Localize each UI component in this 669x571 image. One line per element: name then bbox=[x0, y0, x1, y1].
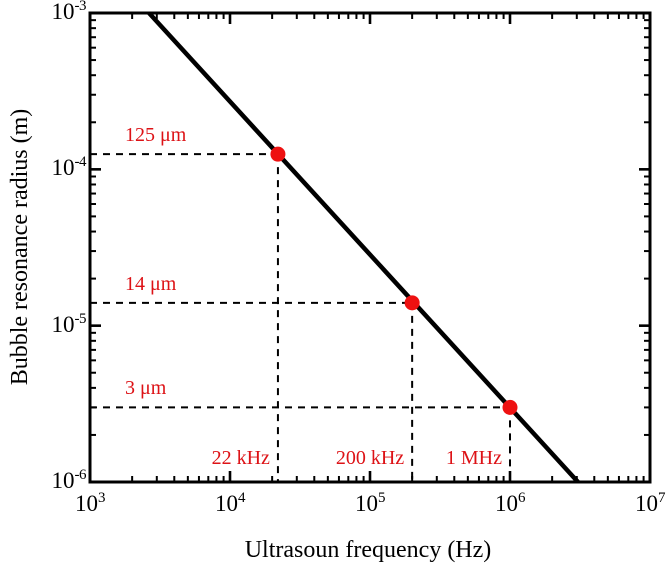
x-tick-label: 103 bbox=[75, 490, 106, 516]
tick-exponent: 6 bbox=[518, 490, 526, 506]
annotation-frequency-label: 200 kHz bbox=[335, 447, 405, 469]
x-tick-label: 105 bbox=[355, 490, 386, 516]
y-tick-label: 10-3 bbox=[0, 0, 87, 24]
annotation-frequency-label: 1 MHz bbox=[445, 447, 502, 469]
tick-exponent: 5 bbox=[378, 490, 386, 506]
annotation-radius-label: 3 μm bbox=[125, 377, 167, 400]
plot-frame bbox=[88, 11, 652, 484]
annotation-frequency-label: 22 kHz bbox=[211, 447, 270, 469]
tick-exponent: -4 bbox=[74, 154, 87, 171]
tick-exponent: -5 bbox=[74, 310, 87, 327]
tick-exponent: 7 bbox=[658, 490, 666, 506]
tick-exponent: -6 bbox=[74, 466, 87, 483]
annotation-radius-label: 125 μm bbox=[125, 124, 187, 147]
tick-exponent: 3 bbox=[98, 490, 106, 506]
y-tick-label: 10-5 bbox=[51, 310, 87, 337]
data-point-marker bbox=[502, 399, 518, 415]
y-axis-title: Bubble resonance radius (m) bbox=[7, 108, 33, 386]
x-tick-label: 104 bbox=[215, 490, 246, 516]
y-tick-label: 10-4 bbox=[51, 154, 87, 181]
tick-exponent: -3 bbox=[74, 0, 87, 14]
y-tick-label: 10-6 bbox=[51, 466, 87, 493]
tick-exponent: 4 bbox=[238, 490, 246, 506]
data-point-marker bbox=[404, 295, 420, 311]
annotation-radius-label: 14 μm bbox=[125, 272, 177, 295]
data-point-marker bbox=[270, 146, 286, 162]
x-tick-label: 107 bbox=[635, 490, 666, 516]
x-axis-title: Ultrasoun frequency (Hz) bbox=[244, 537, 492, 563]
x-tick-label: 106 bbox=[495, 490, 526, 516]
